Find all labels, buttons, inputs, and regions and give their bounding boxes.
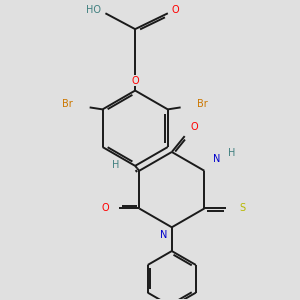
Text: O: O: [131, 76, 139, 85]
Text: O: O: [172, 5, 179, 15]
Text: H: H: [112, 160, 119, 170]
Text: HO: HO: [86, 5, 101, 15]
Text: N: N: [213, 154, 220, 164]
Text: O: O: [102, 203, 109, 214]
Text: N: N: [160, 230, 168, 240]
Text: Br: Br: [62, 99, 73, 110]
Text: H: H: [229, 148, 236, 158]
Text: Br: Br: [197, 99, 208, 110]
Text: O: O: [191, 122, 198, 132]
Text: S: S: [239, 203, 245, 214]
